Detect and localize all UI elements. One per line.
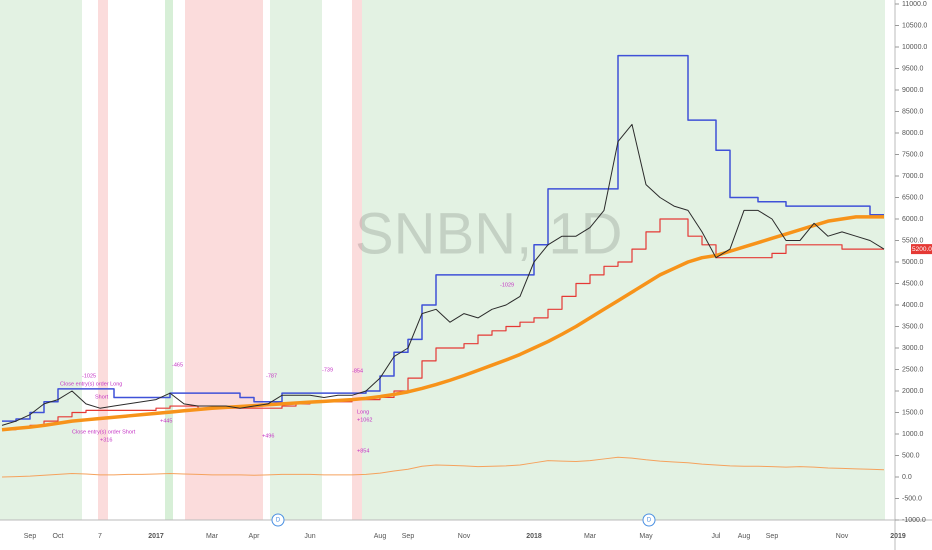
- price-tag-label: 5200.0: [912, 246, 932, 253]
- x-tick-label: Aug: [374, 533, 387, 540]
- x-tick-label: Nov: [458, 533, 471, 540]
- y-tick-label: 500.0: [902, 452, 920, 459]
- event-marker: [271, 513, 285, 527]
- y-tick-label: 9500.0: [902, 65, 924, 72]
- annotation: +496: [262, 433, 274, 439]
- series-line: [2, 54, 884, 422]
- y-tick-label: 1500.0: [902, 409, 924, 416]
- y-tick-label: 4000.0: [902, 302, 924, 309]
- x-tick-label: Aug: [738, 533, 751, 540]
- y-tick-label: 8500.0: [902, 108, 924, 115]
- x-tick-label: Apr: [249, 533, 261, 540]
- series-line: [1, 215, 884, 432]
- y-tick-label: 3500.0: [902, 323, 924, 330]
- annotation: +1062: [357, 417, 372, 423]
- x-tick-label: Oct: [53, 533, 64, 540]
- x-tick-label: 2018: [526, 533, 542, 540]
- series-line: [1, 456, 885, 478]
- y-tick-label: -500.0: [902, 495, 922, 502]
- y-tick-label: 6000.0: [902, 216, 924, 223]
- y-tick-label: 11000.0: [902, 1, 927, 8]
- annotation: +445: [160, 418, 172, 424]
- annotation: -854: [352, 368, 363, 374]
- annotation: -465: [172, 362, 183, 368]
- series-line: [1, 123, 885, 426]
- event-marker: [642, 513, 656, 527]
- y-tick-label: 9000.0: [902, 87, 924, 94]
- x-tick-label: Jul: [712, 533, 721, 540]
- x-tick-label: 7: [98, 533, 102, 540]
- y-tick-label: 2000.0: [902, 388, 924, 395]
- y-tick-label: 4500.0: [902, 280, 924, 287]
- annotation: +854: [357, 448, 369, 454]
- y-tick-label: 8000.0: [902, 130, 924, 137]
- y-tick-label: 7500.0: [902, 151, 924, 158]
- x-tick-label: Jun: [304, 533, 315, 540]
- annotation: Long: [357, 409, 369, 415]
- x-tick-label: Nov: [836, 533, 849, 540]
- event-marker-label: D: [276, 518, 281, 524]
- y-tick-label: 3000.0: [902, 345, 924, 352]
- y-tick-label: 2500.0: [902, 366, 924, 373]
- annotation: -787: [266, 373, 277, 379]
- price-tag: [911, 244, 932, 255]
- annotation: Close entry(s) order Long: [60, 381, 122, 387]
- annotation: Close entry(s) order Short: [72, 429, 136, 435]
- y-tick-label: 1000.0: [902, 431, 924, 438]
- x-tick-label: Mar: [206, 533, 219, 540]
- y-tick-label: 5000.0: [902, 259, 924, 266]
- annotation: Short: [95, 394, 109, 400]
- event-marker-label: D: [647, 518, 652, 524]
- annotation: -1025: [82, 373, 96, 379]
- watermark: SNBN, 1D: [355, 201, 623, 266]
- x-tick-label: 2017: [148, 533, 164, 540]
- x-tick-label: May: [639, 533, 653, 540]
- y-tick-label: 0.0: [902, 474, 912, 481]
- y-tick-label: 6500.0: [902, 194, 924, 201]
- x-tick-label: Sep: [24, 533, 37, 540]
- annotation: -1029: [500, 282, 514, 288]
- annotation: +316: [100, 437, 112, 443]
- series-line: [2, 218, 884, 431]
- y-tick-label: 5500.0: [902, 237, 924, 244]
- y-tick-label: -1000.0: [902, 517, 926, 524]
- y-tick-label: 10000.0: [902, 44, 927, 51]
- annotation: -739: [322, 367, 333, 373]
- x-tick-label: Sep: [402, 533, 415, 540]
- y-tick-label: 10500.0: [902, 22, 927, 29]
- x-tick-label: 2019: [890, 533, 906, 540]
- y-tick-label: 7000.0: [902, 173, 924, 180]
- x-tick-label: Mar: [584, 533, 597, 540]
- x-tick-label: Sep: [766, 533, 779, 540]
